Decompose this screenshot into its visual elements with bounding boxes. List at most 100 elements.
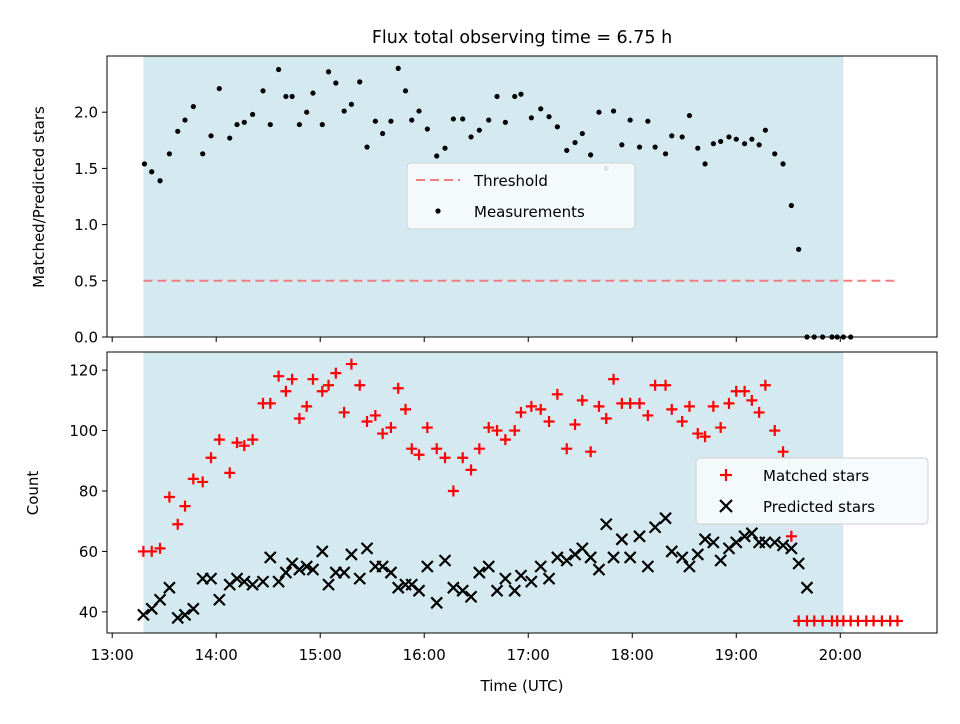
measurement-point — [788, 202, 794, 209]
measurement-point — [388, 118, 394, 124]
matched-star-marker — [707, 400, 719, 412]
measurement-point — [564, 147, 570, 154]
predicted-star-marker — [514, 569, 528, 582]
predicted-star-marker — [238, 575, 251, 588]
measurement-point — [348, 101, 355, 107]
measurement-point — [572, 139, 578, 146]
measurement-point — [319, 121, 325, 128]
matched-star-marker — [172, 518, 184, 530]
measurement-point — [662, 151, 669, 157]
predicted-star-marker — [599, 517, 613, 531]
predicted-star-marker — [482, 560, 495, 573]
predicted-star-marker — [508, 584, 521, 597]
x-tick-label: 20:00 — [819, 646, 862, 664]
matched-star-marker — [431, 443, 443, 455]
matched-star-marker — [213, 434, 225, 446]
matched-star-marker — [608, 373, 620, 385]
x-tick-label: 19:00 — [715, 646, 758, 664]
measurements-legend-label: Measurements — [474, 203, 585, 221]
matched-star-marker — [457, 452, 469, 464]
matched-star-marker — [723, 397, 735, 409]
measurement-point — [756, 142, 762, 148]
measurement-point — [424, 126, 430, 132]
matched-star-marker — [785, 530, 797, 542]
measurement-point — [476, 127, 482, 133]
y-tick-label: 1.0 — [74, 216, 98, 234]
measurement-point — [234, 121, 240, 128]
matched-star-marker — [369, 409, 381, 421]
predicted-star-marker — [300, 560, 313, 573]
matched-star-marker — [447, 485, 459, 497]
measurement-point — [434, 153, 440, 159]
matched-star-marker — [666, 403, 678, 415]
measurement-point — [494, 93, 500, 100]
measurements-legend-swatch — [435, 208, 441, 214]
matched-star-marker — [154, 542, 166, 554]
matched-star-marker — [400, 403, 412, 415]
top-legend: Threshold Measurements — [406, 162, 636, 230]
matched-star-marker — [634, 397, 646, 409]
measurement-point — [190, 103, 196, 110]
measurement-point — [554, 124, 560, 130]
matched-star-marker — [301, 400, 313, 412]
matched-star-marker — [392, 382, 404, 394]
predicted-star-marker — [306, 563, 320, 576]
y-tick-label: 120 — [69, 362, 98, 380]
predicted-star-marker — [659, 511, 672, 525]
measurement-point — [182, 117, 188, 123]
matched-star-marker — [699, 431, 711, 443]
predicted-star-marker — [592, 563, 606, 576]
measurement-point — [710, 141, 716, 147]
predicted-star-marker — [551, 551, 564, 564]
predicted-star-marker — [607, 551, 620, 564]
predicted-star-marker — [230, 572, 244, 585]
predicted-star-marker — [560, 554, 574, 567]
measurement-point — [619, 142, 625, 148]
matched-star-marker — [649, 379, 661, 391]
measurement-point — [460, 116, 466, 122]
predicted-star-marker — [272, 575, 285, 588]
predicted-star-marker — [759, 536, 772, 549]
matched-star-marker — [238, 440, 250, 452]
predicted-star-marker — [412, 584, 426, 597]
matched-star-marker — [576, 394, 588, 406]
top-y-axis-label: Matched/Predicted stars — [30, 106, 48, 288]
matched-star-marker — [273, 370, 285, 382]
measurement-point — [250, 111, 256, 118]
matched-star-marker — [264, 397, 276, 409]
measurement-point — [208, 133, 214, 139]
matched-star-marker — [535, 403, 547, 415]
matched-star-marker — [231, 437, 243, 449]
matched-star-marker — [316, 385, 328, 397]
matched-star-marker — [465, 464, 477, 476]
predicted-star-marker — [707, 536, 720, 549]
measurement-point — [216, 85, 222, 92]
matched-star-marker — [247, 434, 259, 446]
predicted-star-marker — [542, 572, 556, 585]
matched-star-marker — [543, 415, 555, 427]
measurement-point — [468, 134, 474, 140]
measurement-point — [333, 80, 339, 86]
matched-star-marker — [769, 425, 781, 437]
top-x-ticks — [111, 337, 841, 342]
matched-star-marker — [777, 446, 789, 458]
measurement-point — [141, 161, 148, 167]
bottom-y-ticks: 40 60 80 100 120 — [69, 362, 107, 621]
matched-star-marker — [439, 452, 451, 464]
measurement-point — [276, 66, 282, 73]
bottom-legend-box — [695, 457, 929, 525]
measurement-point — [695, 145, 701, 151]
predicted-star-marker — [768, 536, 782, 549]
predicted-star-marker — [316, 545, 329, 558]
y-tick-label: 2.0 — [74, 104, 98, 122]
matched-star-marker — [197, 476, 209, 488]
predicted-star-marker — [683, 560, 696, 573]
measurement-point — [780, 161, 786, 167]
y-tick-label: 80 — [79, 482, 98, 500]
y-tick-label: 60 — [79, 543, 98, 561]
predicted-star-marker — [293, 563, 306, 576]
matched-star-marker — [569, 419, 581, 431]
predicted-star-marker — [264, 551, 277, 564]
matched-star-marker — [483, 422, 495, 434]
